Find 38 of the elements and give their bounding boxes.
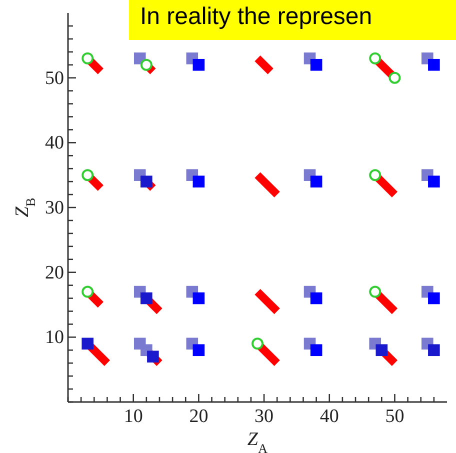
point bbox=[376, 344, 388, 356]
point bbox=[82, 169, 94, 182]
point bbox=[428, 292, 440, 304]
x-tick-label: 50 bbox=[385, 406, 404, 427]
point bbox=[192, 344, 205, 356]
x-axis-title: Z$_{A}$ bbox=[247, 429, 268, 453]
point bbox=[388, 72, 401, 84]
point bbox=[82, 52, 94, 64]
y-tick-label: 40 bbox=[45, 132, 64, 154]
point bbox=[82, 338, 94, 350]
point bbox=[252, 338, 264, 350]
y-tick-label: 30 bbox=[45, 198, 64, 218]
point bbox=[428, 176, 440, 188]
point bbox=[82, 286, 94, 298]
point bbox=[147, 350, 159, 363]
point bbox=[192, 176, 205, 188]
point bbox=[428, 344, 440, 356]
annotation: In reality the represen bbox=[140, 2, 372, 32]
point bbox=[140, 176, 152, 188]
y-tick-label: 10 bbox=[45, 327, 64, 348]
x-tick-label: 40 bbox=[320, 406, 339, 427]
x-tick-label: 20 bbox=[189, 406, 208, 427]
x-tick-label: 10 bbox=[124, 406, 143, 427]
point bbox=[310, 344, 322, 356]
point bbox=[310, 176, 322, 188]
point bbox=[140, 58, 152, 71]
point bbox=[310, 58, 322, 71]
x-tick-label: 30 bbox=[254, 406, 274, 427]
y-tick-label: 50 bbox=[45, 68, 64, 89]
point bbox=[192, 58, 205, 71]
point bbox=[369, 169, 382, 182]
point bbox=[428, 58, 440, 71]
point bbox=[310, 292, 322, 304]
y-tick-label: 20 bbox=[45, 262, 64, 284]
point bbox=[192, 292, 205, 304]
point bbox=[140, 292, 152, 304]
point bbox=[369, 286, 382, 298]
point bbox=[369, 52, 382, 64]
